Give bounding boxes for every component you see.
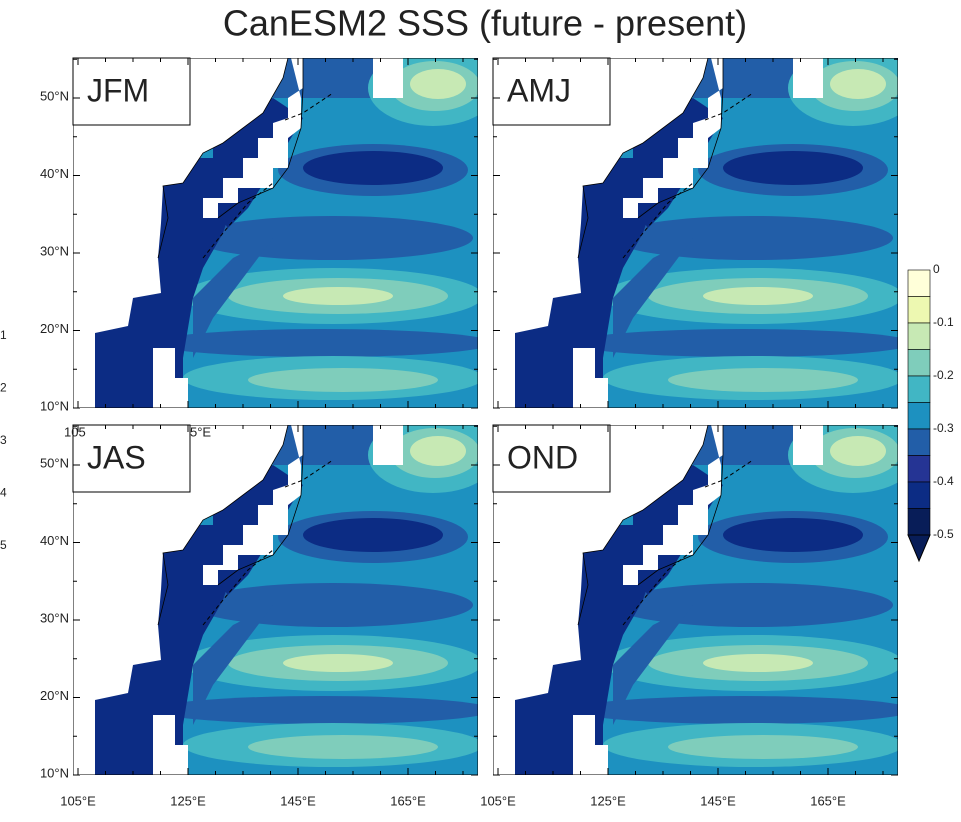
lat-label: 10°N: [40, 398, 69, 413]
colorbar-label: -0.2: [933, 368, 954, 382]
lon-label: 145°E: [700, 793, 736, 808]
lon-label: 165°E: [390, 793, 426, 808]
lon-label: 125°E: [170, 793, 206, 808]
colorbar-swatch: [907, 481, 931, 509]
panel-label-box: [492, 424, 611, 493]
colorbar-swatch: [907, 402, 931, 430]
colorbar-swatch: [907, 455, 931, 483]
lat-label: 20°N: [40, 688, 69, 703]
colorbar-label: 0: [933, 262, 940, 276]
edge-fragment: 2: [0, 381, 7, 395]
panel-label: AMJ: [507, 72, 571, 108]
colorbar-swatch: [907, 296, 931, 324]
map-panel: AMJ: [492, 50, 918, 409]
colorbar-swatch: [907, 508, 931, 536]
colorbar-swatch: [907, 269, 931, 297]
edge-fragment: 5: [0, 538, 7, 552]
lon-label: 145°E: [280, 793, 316, 808]
overlap-fragment: 105: [64, 424, 86, 439]
colorbar-label: -0.5: [933, 527, 954, 541]
colorbar-swatch: [907, 428, 931, 456]
lat-label: 50°N: [40, 455, 69, 470]
lon-label: 105°E: [480, 793, 516, 808]
panel-label: JAS: [87, 439, 146, 475]
edge-fragment: 3: [0, 433, 7, 447]
lat-label: 40°N: [40, 533, 69, 548]
edge-fragment: 1: [0, 328, 7, 342]
lat-label: 50°N: [40, 88, 69, 103]
map-panel: OND: [492, 417, 918, 776]
colorbar-label: -0.4: [933, 474, 954, 488]
map-panel: JFM: [72, 50, 498, 409]
colorbar-swatch: [907, 349, 931, 377]
lat-label: 30°N: [40, 610, 69, 625]
edge-fragment: 4: [0, 486, 7, 500]
panel-label-box: [492, 57, 611, 126]
colorbar-extend: [907, 534, 931, 563]
figure-title: CanESM2 SSS (future - present): [223, 3, 747, 44]
lat-label: 40°N: [40, 166, 69, 181]
colorbar-swatch: [907, 322, 931, 350]
panel-label-box: [72, 424, 191, 493]
panel-label-box: [72, 57, 191, 126]
overlap-fragment: 5°E: [190, 424, 211, 439]
lon-label: 125°E: [590, 793, 626, 808]
colorbar-label: -0.1: [933, 315, 954, 329]
lon-label: 165°E: [810, 793, 846, 808]
colorbar-swatch: [907, 375, 931, 403]
panel-label: OND: [507, 439, 578, 475]
lat-label: 30°N: [40, 243, 69, 258]
lat-label: 10°N: [40, 765, 69, 780]
lat-label: 20°N: [40, 321, 69, 336]
lon-label: 105°E: [60, 793, 96, 808]
panel-label: JFM: [87, 72, 149, 108]
colorbar-label: -0.3: [933, 421, 954, 435]
map-panel: JAS: [72, 417, 498, 776]
